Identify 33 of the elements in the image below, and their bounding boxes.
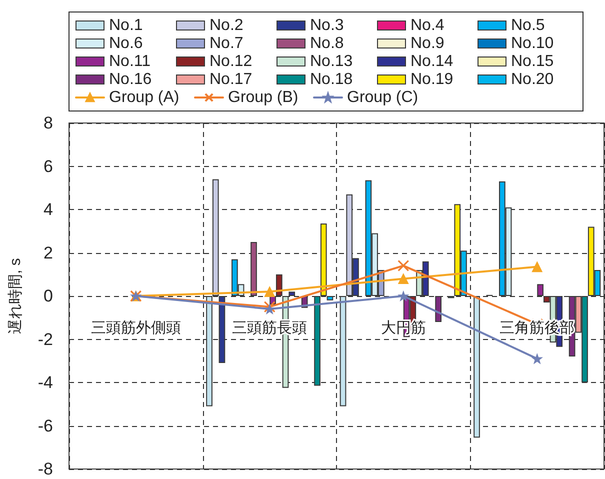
y-tick-label: 6 (44, 156, 53, 176)
y-tick-label: -6 (38, 416, 53, 436)
y-tick-label: 8 (44, 114, 53, 132)
legend-label: No.1 (109, 17, 143, 34)
legend-label: No.12 (210, 53, 252, 70)
y-tick-label: -8 (38, 460, 53, 478)
y-tick-label: -2 (38, 330, 53, 349)
y-tick-label: -4 (38, 373, 53, 392)
legend-label: No.2 (210, 17, 244, 34)
legend-label: No.20 (511, 71, 554, 88)
legend-label: No.3 (310, 17, 344, 34)
legend-label: No.7 (210, 35, 244, 52)
legend-label: No.13 (310, 53, 353, 70)
legend-label: No.15 (511, 53, 554, 70)
legend-label: No.9 (410, 35, 444, 52)
y-tick-label: 0 (44, 286, 53, 306)
legend-label: No.19 (410, 71, 454, 88)
y-tick-label: 4 (44, 200, 53, 219)
legend-label: No.4 (410, 17, 444, 34)
legend-label: Group (B) (228, 89, 298, 106)
y-axis-title: 遅れ時間, s (7, 258, 24, 334)
legend-label: No.14 (410, 53, 454, 70)
legend-label: No.11 (109, 53, 151, 70)
legend-label: Group (C) (347, 89, 418, 106)
legend-label: No.17 (210, 71, 252, 88)
legend-label: No.10 (511, 35, 554, 52)
legend-label: No.8 (310, 35, 344, 52)
legend-label: No.16 (109, 71, 152, 88)
legend-label: Group (A) (109, 89, 180, 106)
legend-label: No.5 (511, 17, 545, 34)
legend-label: No.6 (109, 35, 143, 52)
y-tick-label: 2 (44, 243, 53, 262)
legend-label: No.18 (310, 71, 353, 88)
